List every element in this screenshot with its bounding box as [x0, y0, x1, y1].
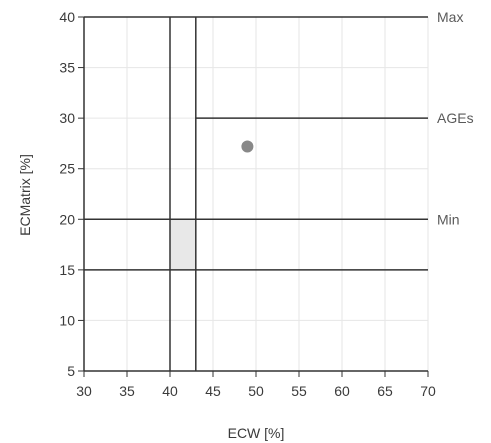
- y-tick-label: 20: [59, 211, 75, 227]
- reference-lines: [84, 16, 428, 371]
- y-tick-label: 30: [59, 110, 75, 126]
- x-tick-label: 40: [162, 383, 178, 399]
- axes: [78, 16, 429, 377]
- x-tick-label: 30: [76, 383, 92, 399]
- chart-labels: Max AGEs Min 30 35 40 45 50 55 60 65 70 5 10 15 20 25 30 3…: [59, 9, 473, 399]
- x-tick-label: 70: [420, 383, 436, 399]
- shaded-regions: [170, 219, 196, 270]
- grid-lines: [83, 16, 429, 372]
- x-tick-label: 50: [248, 383, 264, 399]
- reference-label-ages: AGEs: [437, 110, 474, 126]
- y-tick-label: 25: [59, 161, 75, 177]
- y-tick-label: 10: [59, 312, 75, 328]
- x-tick-label: 65: [377, 383, 393, 399]
- x-tick-label: 60: [334, 383, 350, 399]
- reference-label-max: Max: [437, 9, 463, 25]
- y-tick-label: 35: [59, 60, 75, 76]
- y-tick-label: 40: [59, 9, 75, 25]
- x-tick-label: 55: [291, 383, 307, 399]
- reference-label-min: Min: [437, 211, 460, 227]
- x-tick-label: 35: [119, 383, 135, 399]
- data-point: [241, 140, 254, 153]
- data-points: [241, 140, 254, 153]
- x-axis-title: ECW [%]: [228, 425, 285, 441]
- y-tick-label: 5: [67, 363, 75, 379]
- y-axis-title: ECMatrix [%]: [17, 154, 33, 236]
- x-tick-label: 45: [205, 383, 221, 399]
- shaded-region: [170, 219, 196, 270]
- y-tick-label: 15: [59, 262, 75, 278]
